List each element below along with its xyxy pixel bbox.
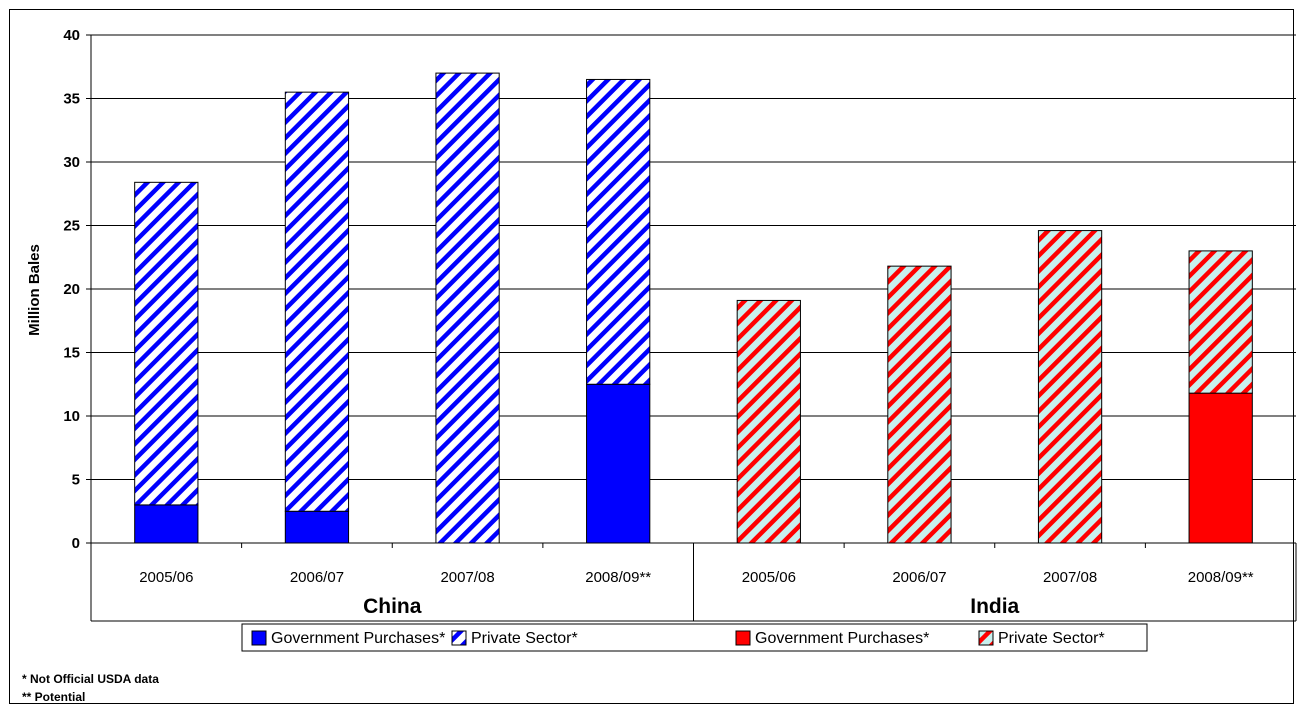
category-labels: 2005/06 2006/07 2007/08 2008/09** China 2005/… xyxy=(139,569,1254,618)
category-label: 2005/06 xyxy=(742,569,796,586)
legend: Government Purchases* Private Sector* Gove… xyxy=(241,623,1148,652)
y-tick-label: 10 xyxy=(63,408,80,425)
axes: 0 5 10 15 20 25 30 35 40 xyxy=(63,27,1297,622)
bar-china-government xyxy=(284,510,350,544)
bar-china-private xyxy=(284,91,350,512)
category-label: 2007/08 xyxy=(440,569,494,586)
bar-china-private xyxy=(134,181,199,506)
bar-india-government xyxy=(1188,392,1253,544)
legend-label: Government Purchases* xyxy=(271,630,445,647)
bar-china-private xyxy=(586,78,651,385)
y-tick-label: 40 xyxy=(63,27,80,44)
group-label: China xyxy=(363,595,422,618)
bar-india-private xyxy=(1037,230,1103,544)
category-label: 2006/07 xyxy=(290,569,344,586)
y-tick-label: 5 xyxy=(72,472,80,489)
legend-swatch xyxy=(451,630,467,646)
legend-swatch xyxy=(735,630,751,646)
category-label: 2008/09** xyxy=(1188,569,1254,586)
footnote-official: * Not Official USDA data xyxy=(22,672,159,686)
bar-india-private xyxy=(1188,250,1253,394)
group-label: India xyxy=(970,595,1019,618)
y-tick-label: 25 xyxy=(63,218,80,235)
y-tick-label: 35 xyxy=(63,91,80,108)
y-axis-label: Million Bales xyxy=(26,244,43,336)
legend-box xyxy=(241,623,1148,652)
y-tick-label: 0 xyxy=(72,535,80,552)
category-label: 2007/08 xyxy=(1043,569,1097,586)
grid-lines xyxy=(91,34,1296,480)
bar-india-private xyxy=(887,265,952,544)
y-tick-label: 20 xyxy=(63,281,80,298)
legend-swatch xyxy=(978,630,994,646)
bar-india-private xyxy=(736,299,801,544)
category-label: 2006/07 xyxy=(892,569,946,586)
legend-label: Private Sector* xyxy=(471,630,578,647)
legend-label: Private Sector* xyxy=(998,630,1105,647)
bars xyxy=(134,72,1253,544)
bar-china-government xyxy=(586,383,651,544)
bar-china-private xyxy=(435,72,500,544)
y-tick-label: 15 xyxy=(63,345,80,362)
legend-label: Government Purchases* xyxy=(755,630,929,647)
legend-swatch xyxy=(251,630,267,646)
category-label: 2005/06 xyxy=(139,569,193,586)
bar-china-government xyxy=(134,504,199,544)
footnote-potential: ** Potential xyxy=(22,690,86,704)
y-tick-label: 30 xyxy=(63,154,80,171)
category-label: 2008/09** xyxy=(585,569,651,586)
chart-frame xyxy=(9,9,1294,704)
